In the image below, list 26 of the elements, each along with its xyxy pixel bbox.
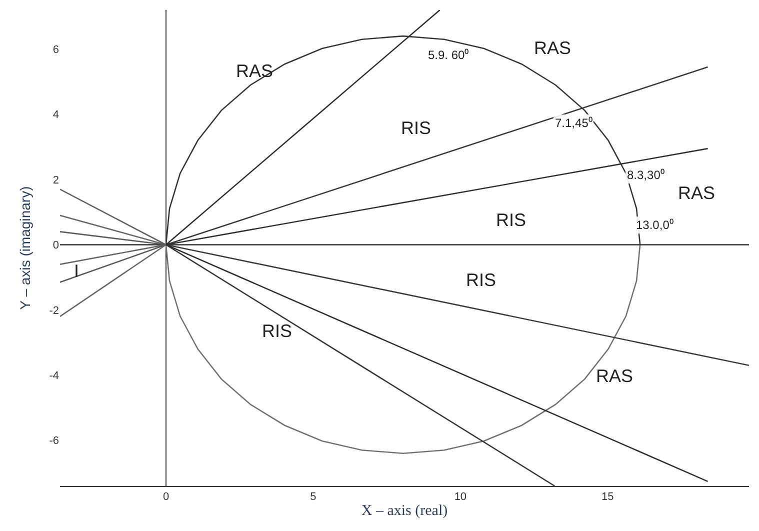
- y-tick-label: 6: [52, 44, 59, 56]
- y-tick-label: 0: [52, 240, 59, 252]
- annotation: RIS: [466, 270, 496, 290]
- x-tick-label: 5: [310, 491, 316, 504]
- y-tick-label: -2: [49, 304, 59, 317]
- annotation: RAS: [236, 61, 274, 81]
- x-axis-title: X – axis (real): [361, 503, 448, 520]
- y-tick-label: -4: [49, 370, 59, 382]
- annotation: I: [74, 261, 80, 281]
- annotation: RIS: [496, 210, 526, 230]
- annotation: RIS: [262, 321, 292, 341]
- annotation: 8.3,30⁰: [627, 168, 664, 182]
- x-tick-label: 10: [454, 491, 467, 504]
- annotation: 7.1,45⁰: [555, 116, 592, 130]
- annotation: RAS: [678, 183, 716, 203]
- annotation: 5.9. 60⁰: [428, 48, 469, 62]
- y-tick-label: 2: [52, 174, 59, 186]
- y-axis-title: Y – axis (imaginary): [16, 186, 33, 310]
- annotation: RIS: [401, 118, 432, 138]
- x-tick-label: 15: [602, 491, 614, 504]
- y-tick-label: -6: [49, 435, 59, 448]
- y-tick-label: 4: [52, 109, 59, 122]
- x-tick-label: 0: [162, 491, 170, 504]
- annotation: RAS: [534, 38, 572, 58]
- annotation: RAS: [596, 366, 634, 386]
- annotation: 13.0,0⁰: [636, 218, 674, 232]
